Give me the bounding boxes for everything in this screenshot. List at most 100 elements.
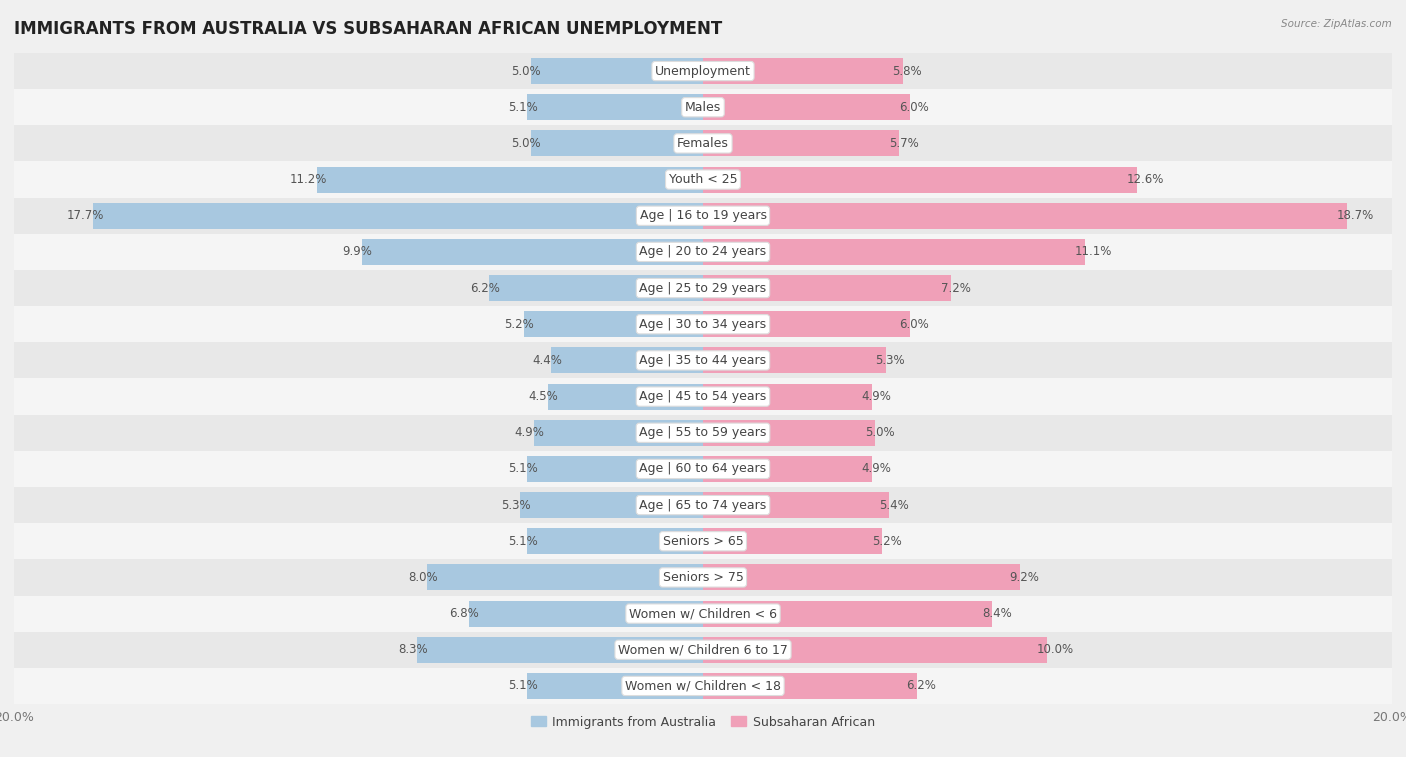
Bar — [548, 384, 703, 410]
Text: 6.8%: 6.8% — [450, 607, 479, 620]
Bar — [703, 673, 917, 699]
Text: 8.4%: 8.4% — [981, 607, 1012, 620]
Text: 7.2%: 7.2% — [941, 282, 970, 294]
Text: 17.7%: 17.7% — [66, 209, 104, 223]
Text: Females: Females — [678, 137, 728, 150]
Bar — [14, 559, 1392, 596]
Text: 4.4%: 4.4% — [531, 354, 562, 367]
Bar — [489, 275, 703, 301]
Bar — [520, 492, 703, 518]
Bar — [531, 58, 703, 84]
Bar — [703, 275, 950, 301]
Bar — [703, 528, 882, 554]
Text: Seniors > 65: Seniors > 65 — [662, 534, 744, 548]
Text: Age | 65 to 74 years: Age | 65 to 74 years — [640, 499, 766, 512]
Text: Age | 60 to 64 years: Age | 60 to 64 years — [640, 463, 766, 475]
Text: 6.0%: 6.0% — [900, 318, 929, 331]
Bar — [703, 94, 910, 120]
Bar — [534, 419, 703, 446]
Bar — [14, 53, 1392, 89]
Text: Age | 20 to 24 years: Age | 20 to 24 years — [640, 245, 766, 258]
Bar — [703, 600, 993, 627]
Bar — [703, 167, 1137, 192]
Bar — [527, 456, 703, 482]
Text: 5.0%: 5.0% — [512, 64, 541, 77]
Bar — [703, 347, 886, 373]
Bar — [703, 311, 910, 338]
Text: 5.1%: 5.1% — [508, 680, 537, 693]
Text: Age | 55 to 59 years: Age | 55 to 59 years — [640, 426, 766, 439]
Bar — [527, 94, 703, 120]
Bar — [14, 415, 1392, 451]
Text: 10.0%: 10.0% — [1038, 643, 1074, 656]
Text: 4.5%: 4.5% — [529, 390, 558, 403]
Bar — [468, 600, 703, 627]
Bar — [14, 451, 1392, 487]
Bar — [14, 306, 1392, 342]
Text: 5.1%: 5.1% — [508, 534, 537, 548]
Bar — [318, 167, 703, 192]
Bar — [14, 234, 1392, 270]
Bar — [14, 126, 1392, 161]
Text: Women w/ Children < 6: Women w/ Children < 6 — [628, 607, 778, 620]
Bar — [361, 239, 703, 265]
Bar — [14, 631, 1392, 668]
Text: 11.1%: 11.1% — [1076, 245, 1112, 258]
Text: 8.0%: 8.0% — [408, 571, 437, 584]
Bar — [418, 637, 703, 663]
Text: 6.2%: 6.2% — [470, 282, 499, 294]
Bar — [524, 311, 703, 338]
Text: 18.7%: 18.7% — [1337, 209, 1374, 223]
Bar — [527, 528, 703, 554]
Bar — [427, 565, 703, 590]
Text: 11.2%: 11.2% — [290, 173, 328, 186]
Text: 8.3%: 8.3% — [398, 643, 427, 656]
Bar — [14, 342, 1392, 378]
Text: 6.0%: 6.0% — [900, 101, 929, 114]
Text: 5.3%: 5.3% — [501, 499, 531, 512]
Text: 4.9%: 4.9% — [515, 426, 544, 439]
Bar — [703, 637, 1047, 663]
Text: 4.9%: 4.9% — [862, 463, 891, 475]
Bar — [14, 668, 1392, 704]
Text: 5.1%: 5.1% — [508, 463, 537, 475]
Text: 5.7%: 5.7% — [889, 137, 918, 150]
Bar — [703, 456, 872, 482]
Bar — [703, 419, 875, 446]
Bar — [14, 270, 1392, 306]
Text: 9.2%: 9.2% — [1010, 571, 1039, 584]
Bar — [703, 203, 1347, 229]
Text: Age | 30 to 34 years: Age | 30 to 34 years — [640, 318, 766, 331]
Text: 5.8%: 5.8% — [893, 64, 922, 77]
Text: Unemployment: Unemployment — [655, 64, 751, 77]
Bar — [14, 378, 1392, 415]
Bar — [14, 161, 1392, 198]
Text: 5.3%: 5.3% — [875, 354, 905, 367]
Text: 5.1%: 5.1% — [508, 101, 537, 114]
Bar — [703, 565, 1019, 590]
Bar — [14, 89, 1392, 126]
Bar — [703, 130, 900, 157]
Bar — [703, 58, 903, 84]
Bar — [93, 203, 703, 229]
Bar — [14, 487, 1392, 523]
Bar — [703, 239, 1085, 265]
Text: Age | 25 to 29 years: Age | 25 to 29 years — [640, 282, 766, 294]
Bar — [703, 384, 872, 410]
Bar — [14, 596, 1392, 631]
Text: Age | 35 to 44 years: Age | 35 to 44 years — [640, 354, 766, 367]
Text: 4.9%: 4.9% — [862, 390, 891, 403]
Text: Males: Males — [685, 101, 721, 114]
Text: Women w/ Children < 18: Women w/ Children < 18 — [626, 680, 780, 693]
Bar — [551, 347, 703, 373]
Text: Age | 45 to 54 years: Age | 45 to 54 years — [640, 390, 766, 403]
Bar — [527, 673, 703, 699]
Text: Youth < 25: Youth < 25 — [669, 173, 737, 186]
Bar — [14, 523, 1392, 559]
Text: Age | 16 to 19 years: Age | 16 to 19 years — [640, 209, 766, 223]
Bar — [14, 198, 1392, 234]
Text: 5.0%: 5.0% — [865, 426, 894, 439]
Legend: Immigrants from Australia, Subsaharan African: Immigrants from Australia, Subsaharan Af… — [526, 711, 880, 734]
Text: Source: ZipAtlas.com: Source: ZipAtlas.com — [1281, 19, 1392, 29]
Bar — [703, 492, 889, 518]
